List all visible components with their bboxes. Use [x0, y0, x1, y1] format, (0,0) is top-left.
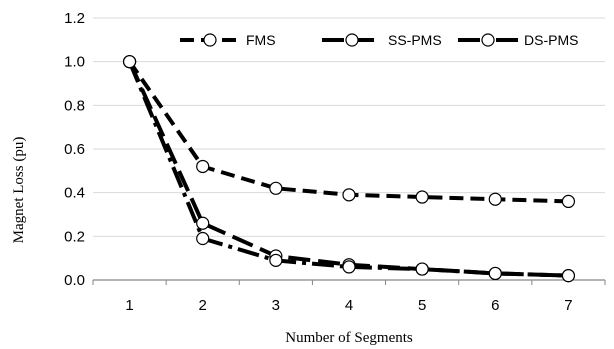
- data-point-fms: [196, 159, 210, 174]
- series-line-fms: [127, 60, 569, 204]
- data-point-ds-pms: [122, 55, 137, 69]
- legend-marker-ss-pms: [345, 33, 359, 47]
- series-line-ds-pms: [127, 60, 569, 278]
- data-series: [122, 55, 576, 283]
- x-tick-label: 1: [125, 297, 133, 314]
- y-tick-label: 0.8: [64, 97, 85, 114]
- x-tick-label: 3: [272, 297, 280, 314]
- data-point-fms: [342, 188, 356, 202]
- y-tick-label: 1.0: [64, 54, 85, 71]
- y-axis-title: Magnet Loss (pu): [11, 137, 27, 244]
- y-tick-label: 0.2: [64, 228, 85, 245]
- x-tick-label: 6: [491, 297, 499, 314]
- x-tick-label: 2: [199, 297, 207, 314]
- legend-label-fms: FMS: [246, 32, 276, 48]
- x-tick-label: 7: [564, 297, 572, 314]
- x-tick-label: 5: [418, 297, 426, 314]
- data-point-ds-pms: [196, 231, 210, 246]
- grid-lines: [93, 17, 605, 237]
- series-line-ss-pms: [127, 60, 569, 278]
- legend-marker-fms: [203, 33, 217, 47]
- x-tick-label: 4: [345, 297, 353, 314]
- y-tick-label: 0.6: [64, 141, 85, 158]
- data-point-ds-pms: [415, 262, 429, 276]
- data-point-fms: [415, 190, 429, 204]
- axes: 0.0 0.2 0.4 0.6 0.8 1.0 1.2 1 2 3 4 5 6 7: [64, 10, 606, 314]
- data-point-fms: [488, 192, 502, 206]
- data-point-fms: [561, 194, 576, 208]
- data-point-ds-pms: [561, 269, 576, 283]
- data-point-ds-pms: [488, 266, 502, 281]
- data-point-ds-pms: [342, 260, 356, 274]
- y-tick-label: 0.4: [64, 185, 85, 202]
- y-tick-label: 1.2: [64, 10, 85, 27]
- legend-marker-ds-pms: [481, 33, 495, 47]
- data-point-ds-pms: [269, 253, 283, 267]
- y-tick-label: 0.0: [64, 272, 85, 289]
- data-point-ss-pms: [196, 216, 210, 230]
- x-axis-title: Number of Segments: [285, 330, 413, 346]
- data-point-fms: [269, 181, 283, 195]
- legend: FMS SS-PMS DS-PMS: [180, 32, 578, 48]
- legend-label-ss-pms: SS-PMS: [388, 32, 442, 48]
- legend-label-ds-pms: DS-PMS: [524, 32, 578, 48]
